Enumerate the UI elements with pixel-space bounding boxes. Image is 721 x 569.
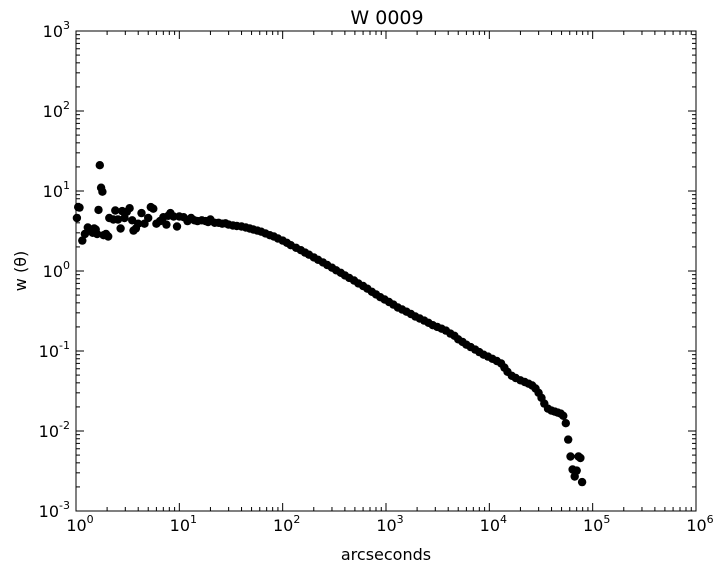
data-point	[98, 187, 107, 196]
x-tick-label: 102	[273, 513, 300, 535]
data-point	[104, 232, 113, 241]
data-point	[172, 222, 182, 231]
y-axis-label: w (θ)	[11, 251, 30, 291]
data-point	[113, 215, 123, 224]
y-tick-label: 100	[43, 259, 70, 281]
data-point	[572, 466, 581, 475]
data-point	[137, 208, 146, 218]
data-point	[78, 236, 87, 245]
y-tick-label: 10-3	[39, 499, 70, 521]
data-point	[577, 477, 587, 487]
data-point	[564, 435, 573, 444]
data-point	[144, 213, 153, 223]
x-tick-label: 104	[480, 513, 507, 535]
x-tick-label: 105	[583, 513, 610, 535]
y-tick-label: 103	[43, 19, 70, 41]
data-point	[134, 219, 143, 228]
y-tick-label: 102	[43, 99, 70, 121]
x-axis-label: arcseconds	[341, 545, 431, 564]
data-point	[561, 419, 570, 428]
y-tick-label: 101	[43, 179, 70, 201]
x-tick-label: 103	[376, 513, 403, 535]
data-point	[125, 204, 134, 213]
data-point	[566, 452, 575, 461]
data-point	[92, 229, 102, 239]
scatter-series	[72, 161, 587, 487]
data-point	[149, 204, 158, 213]
data-point	[95, 161, 105, 170]
data-point	[116, 224, 125, 233]
plot-area-frame	[75, 30, 697, 512]
data-point	[72, 213, 82, 223]
data-point	[111, 206, 120, 215]
data-point	[75, 203, 84, 212]
axis-ticks: 100 101 102 103 104 105 106 10-3 10-2 10-1 100 101 1…	[39, 19, 714, 535]
x-tick-label: 100	[66, 513, 93, 535]
data-point	[576, 453, 585, 463]
chart-title: W 0009	[350, 7, 423, 29]
y-tick-label: 10-1	[39, 339, 70, 361]
y-tick-label: 10-2	[39, 419, 70, 441]
data-point	[559, 411, 568, 420]
x-tick-label: 101	[170, 513, 197, 535]
x-tick-label: 106	[686, 513, 713, 535]
data-point	[162, 220, 171, 229]
data-point	[94, 205, 103, 215]
